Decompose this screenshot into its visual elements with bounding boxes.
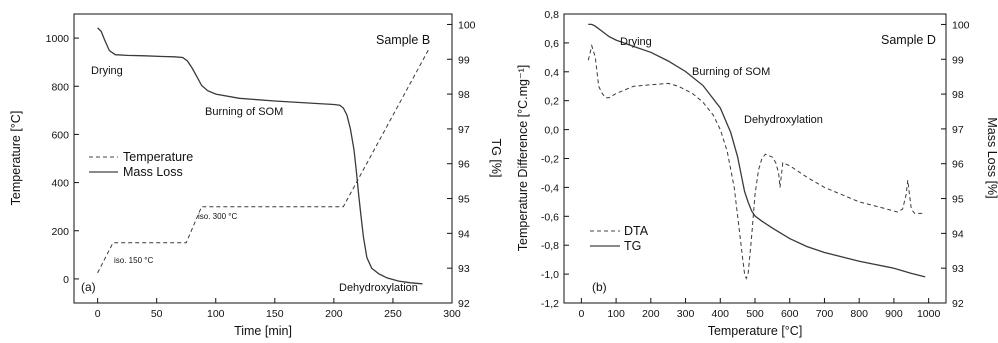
series-mass-loss-line (97, 27, 423, 285)
y2-tick-label: 92 (952, 298, 964, 310)
panel-b-sample-label: Sample D (881, 33, 936, 47)
panel-b-tag: (b) (592, 280, 607, 294)
panel-a-legend: Temperature Mass Loss (89, 150, 193, 179)
x-tick-label: 50 (151, 308, 163, 320)
y2-tick-label: 94 (458, 228, 470, 240)
annotation-burning-of-som: Burning of SOM (205, 106, 283, 118)
x-tick-label: 0 (578, 308, 584, 320)
y2-tick-label: 100 (458, 19, 476, 31)
y-tick-label: 1000 (46, 33, 70, 45)
x-tick-label: 100 (207, 308, 225, 320)
x-tick-label: 200 (325, 308, 343, 320)
x-tick-label: 800 (850, 308, 868, 320)
x-tick-label: 300 (677, 308, 695, 320)
y-tick-label: 0,6 (544, 38, 559, 50)
panel-a-y2-axis: 92 93 94 95 96 97 98 99 100 (447, 19, 476, 310)
panel-b-y2-axis-title: Mass Loss [%] (985, 117, 998, 198)
y2-tick-label: 98 (952, 89, 964, 101)
x-tick-label: 150 (266, 308, 284, 320)
panel-a-x-axis-title: Time [min] (234, 324, 292, 338)
y-tick-label: 0,0 (544, 125, 559, 137)
y2-tick-label: 97 (458, 124, 470, 136)
y-tick-label: 800 (51, 81, 69, 93)
y2-tick-label: 100 (952, 19, 970, 31)
y-tick-label: 0,4 (544, 67, 559, 79)
panel-a-x-axis: 0 50 100 150 200 250 300 (95, 298, 461, 320)
x-tick-label: 600 (781, 308, 799, 320)
legend-tg-label: TG (624, 239, 641, 253)
legend-mass-loss-label: Mass Loss (123, 165, 183, 179)
y-tick-label: -0,2 (541, 154, 559, 166)
annotation-drying: Drying (91, 65, 123, 77)
annotation-iso-150: iso. 150 °C (114, 256, 153, 265)
x-tick-label: 100 (607, 308, 625, 320)
x-tick-label: 500 (746, 308, 764, 320)
y2-tick-label: 92 (458, 298, 470, 310)
panel-a-y2-axis-title: TG [%] (489, 139, 503, 178)
y2-tick-label: 95 (952, 194, 964, 206)
y-tick-label: -0,8 (541, 240, 559, 252)
panel-a-y-axis: 0 200 400 600 800 1000 (46, 33, 79, 286)
legend-temperature-label: Temperature (123, 150, 193, 164)
x-tick-label: 0 (95, 308, 101, 320)
panel-a-y-axis-title: Temperature [°C] (9, 111, 23, 206)
y2-tick-label: 99 (458, 54, 470, 66)
panel-b-y-axis-title: Temperature Difference [°C.mg⁻¹] (516, 65, 530, 251)
legend-dta-label: DTA (624, 224, 649, 238)
y2-tick-label: 94 (952, 228, 964, 240)
x-tick-label: 900 (885, 308, 903, 320)
y2-tick-label: 96 (458, 159, 470, 171)
x-tick-label: 300 (443, 308, 461, 320)
panel-a-plot-frame (73, 13, 453, 304)
y-tick-label: 0,2 (544, 96, 559, 108)
y2-tick-label: 95 (458, 194, 470, 206)
annotation-dehydroxylation: Dehydroxylation (339, 282, 418, 294)
y-tick-label: -1,2 (541, 298, 559, 310)
x-tick-label: 200 (642, 308, 660, 320)
panel-b-x-axis: 0 100 200 300 400 500 600 700 800 900 1000 (578, 298, 940, 320)
y-tick-label: 0,8 (544, 9, 559, 21)
series-tg-line (588, 23, 926, 278)
panel-b-series (587, 23, 926, 280)
annotation-drying-b: Drying (620, 36, 652, 48)
y2-tick-label: 98 (458, 89, 470, 101)
panel-a-series (97, 27, 431, 285)
y-tick-label: 200 (51, 226, 69, 238)
panel-b-y2-axis: 92 93 94 95 96 97 98 99 100 (941, 19, 970, 310)
y-tick-label: -0,6 (541, 211, 559, 223)
x-tick-label: 250 (384, 308, 402, 320)
panel-b-x-axis-title: Temperature [°C] (708, 324, 803, 338)
x-tick-label: 700 (816, 308, 834, 320)
annotation-iso-300: iso. 300 °C (198, 212, 237, 221)
y2-tick-label: 96 (952, 159, 964, 171)
y2-tick-label: 93 (952, 263, 964, 275)
panel-b-y-axis: -1,2 -1,0 -0,8 -0,6 -0,4 -0,2 0,0 0,2 0,4 0,6 0,8 (541, 9, 569, 310)
y2-tick-label: 93 (458, 263, 470, 275)
panel-b-legend: DTA TG (590, 224, 649, 253)
x-tick-label: 400 (712, 308, 730, 320)
y2-tick-label: 99 (952, 54, 964, 66)
x-tick-label: 1000 (917, 308, 941, 320)
annotation-dehydroxylation-b: Dehydroxylation (744, 114, 823, 126)
y-tick-label: -0,4 (541, 182, 559, 194)
panel-a-sample-label: Sample B (376, 33, 430, 47)
y2-tick-label: 97 (952, 124, 964, 136)
panel-a-tag: (a) (81, 280, 96, 294)
series-dta-line (587, 43, 926, 280)
y-tick-label: 0 (63, 274, 69, 286)
panel-b: 0 100 200 300 400 500 600 700 800 900 1000 -1,2-1,… (516, 9, 998, 338)
y-tick-label: 400 (51, 178, 69, 190)
y-tick-label: -1,0 (541, 269, 559, 281)
annotation-burning-of-som-b: Burning of SOM (692, 66, 770, 78)
y-tick-label: 600 (51, 129, 69, 141)
panel-b-plot-frame (563, 13, 947, 304)
